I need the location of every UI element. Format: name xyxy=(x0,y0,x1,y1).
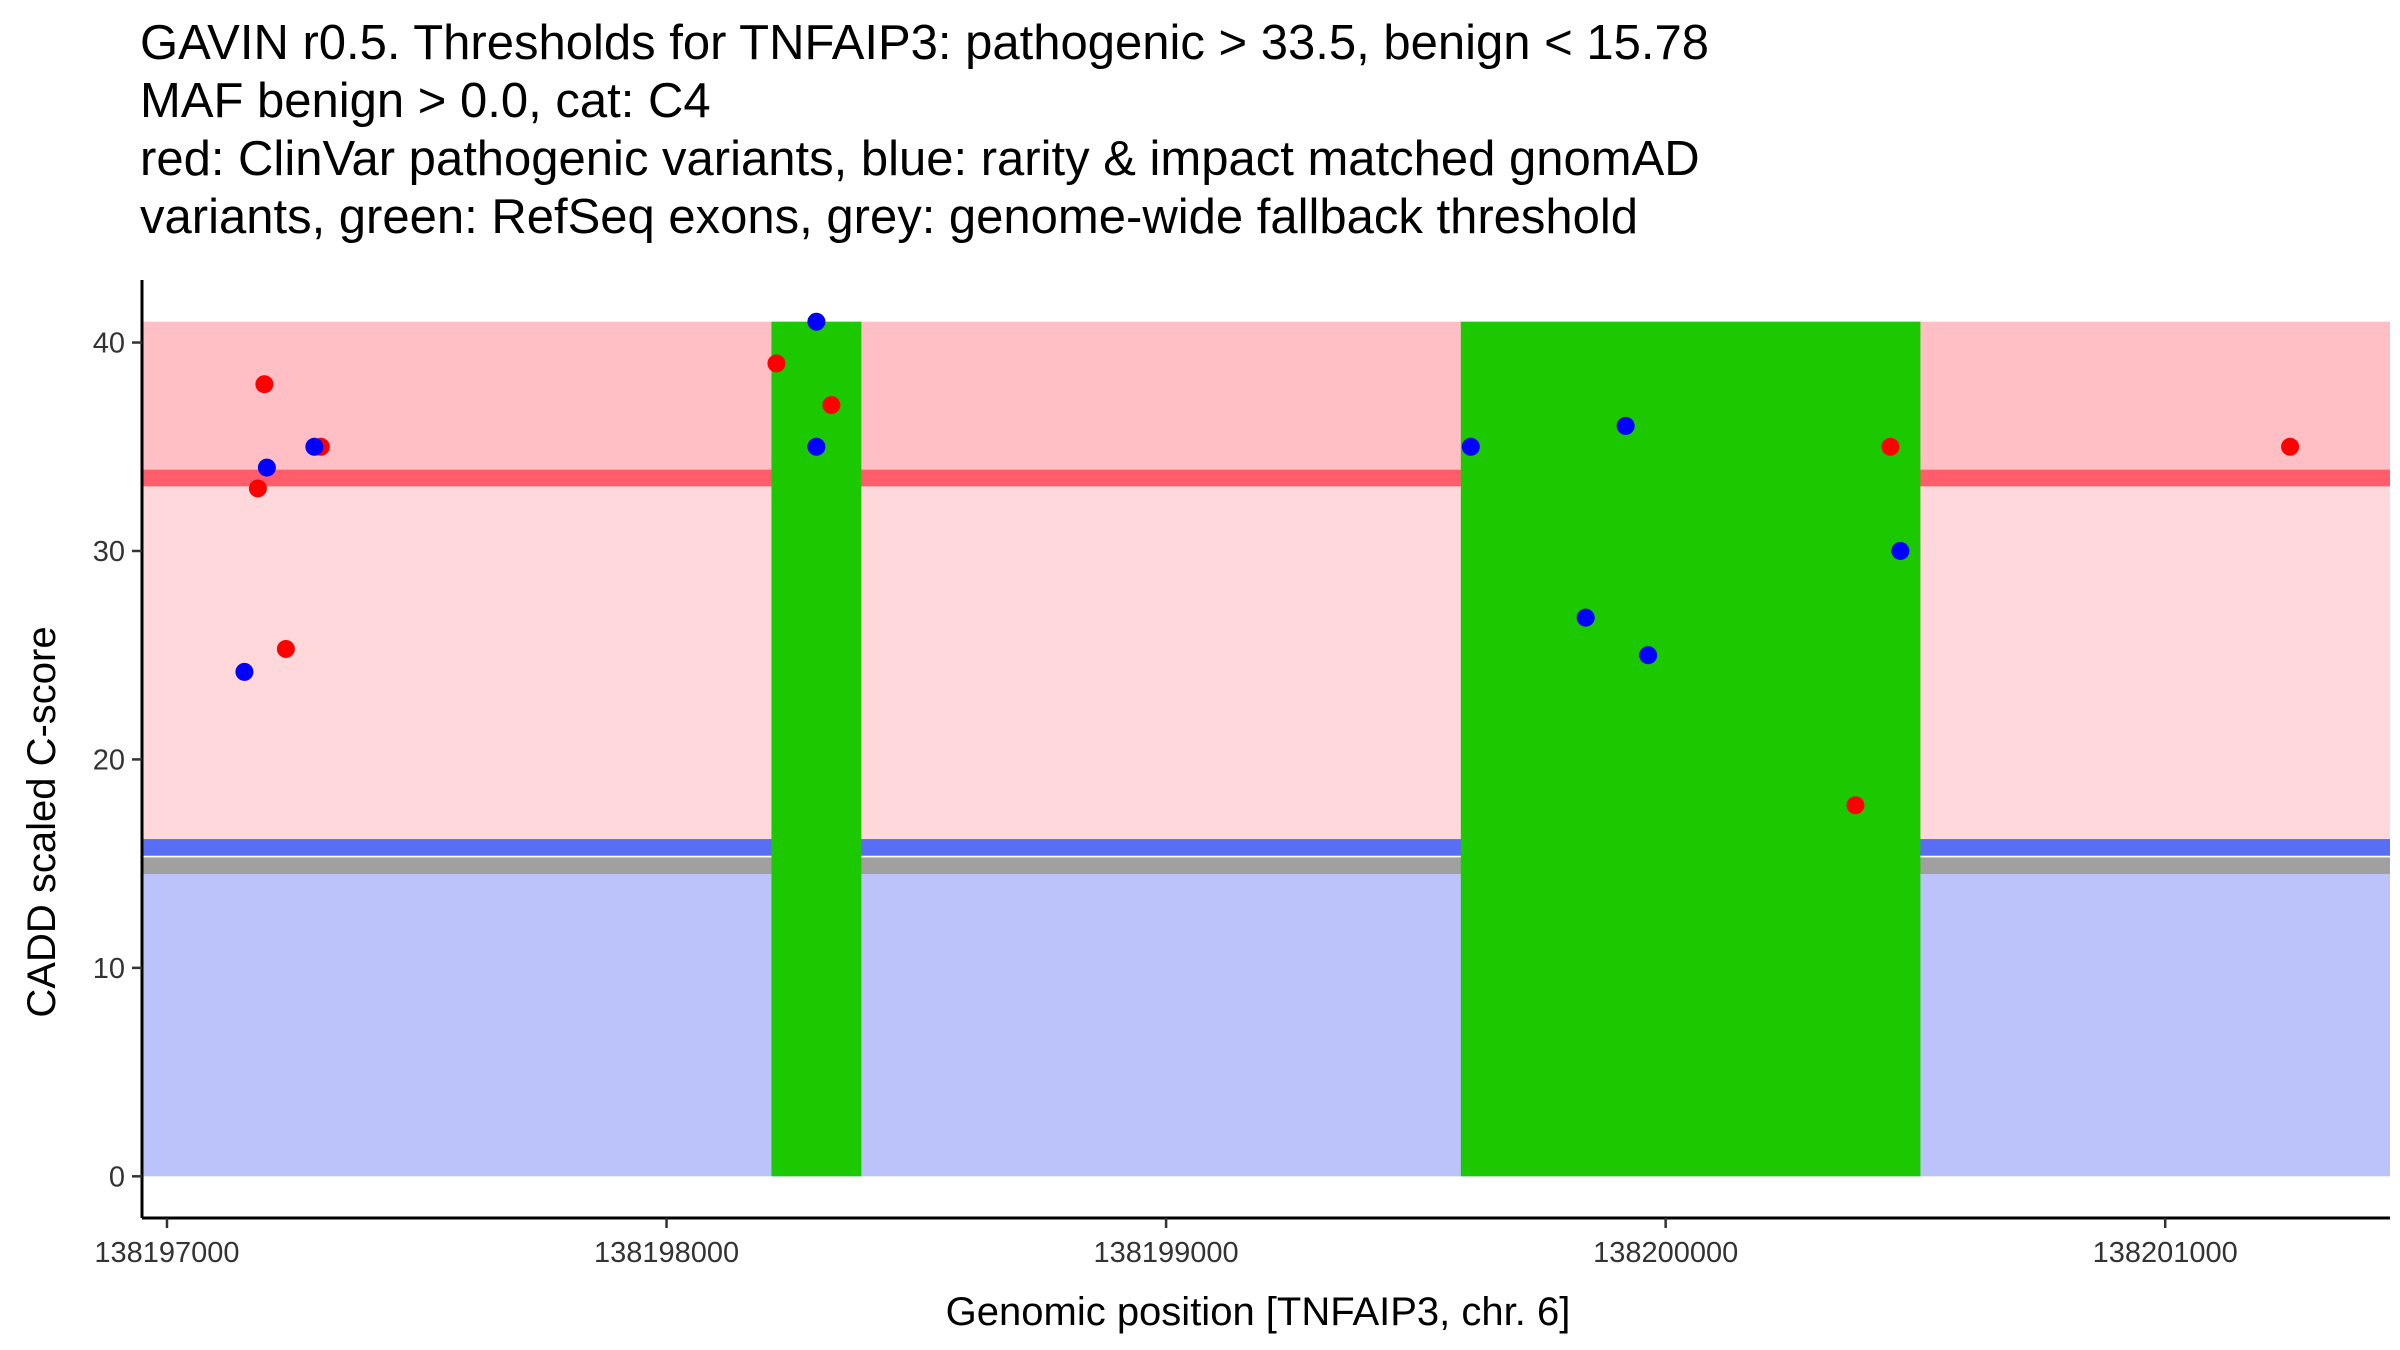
gnomad-variant-point xyxy=(807,312,826,331)
fallback-threshold-line xyxy=(142,857,2390,875)
variant-points xyxy=(235,312,2300,815)
y-axis-title: CADD scaled C-score xyxy=(20,626,64,1017)
x-tick-label: 138199000 xyxy=(1094,1237,1239,1269)
exon-region xyxy=(1460,321,1921,1177)
clinvar-variant-point xyxy=(248,479,267,498)
gnomad-variant-point xyxy=(305,437,324,456)
threshold-zones xyxy=(142,321,2390,1177)
gnomad-variant-point xyxy=(235,662,254,681)
gnomad-variant-point xyxy=(1639,646,1658,665)
chart-title: GAVIN r0.5. Thresholds for TNFAIP3: path… xyxy=(140,14,1709,246)
x-tick-label: 138197000 xyxy=(94,1237,239,1269)
gnomad-variant-point xyxy=(1461,437,1480,456)
x-axis-title: Genomic position [TNFAIP3, chr. 6] xyxy=(946,1290,1571,1334)
clinvar-variant-point xyxy=(2281,437,2300,456)
chart-title-line: GAVIN r0.5. Thresholds for TNFAIP3: path… xyxy=(140,16,1709,70)
gnomad-variant-point xyxy=(1891,541,1910,560)
gnomad-variant-point xyxy=(257,458,276,477)
exon-region xyxy=(771,321,862,1177)
clinvar-variant-point xyxy=(822,396,841,415)
y-tick-label: 30 xyxy=(93,536,125,568)
benign-threshold-line xyxy=(142,839,2390,856)
clinvar-variant-point xyxy=(1881,437,1900,456)
intermediate-zone xyxy=(142,478,2390,848)
chart-title-line: variants, green: RefSeq exons, grey: gen… xyxy=(140,190,1639,244)
gnomad-variant-point xyxy=(807,437,826,456)
chart-title-line: red: ClinVar pathogenic variants, blue: … xyxy=(140,132,1700,186)
gnomad-variant-point xyxy=(1616,416,1635,435)
x-tick-label: 138200000 xyxy=(1593,1237,1738,1269)
clinvar-variant-point xyxy=(255,375,274,394)
benign-zone xyxy=(142,874,2390,1177)
chart-title-line: MAF benign > 0.0, cat: C4 xyxy=(140,74,711,128)
pathogenic-zone xyxy=(142,321,2390,479)
axes: 0 10 20 30 40 138197000 138198000 138199000 1382… xyxy=(93,280,2390,1269)
exon-regions xyxy=(771,321,1921,1177)
y-tick-label: 40 xyxy=(93,328,125,360)
y-tick-label: 10 xyxy=(93,953,125,985)
x-tick-label: 138201000 xyxy=(2093,1237,2238,1269)
clinvar-variant-point xyxy=(276,639,295,658)
x-tick-label: 138198000 xyxy=(594,1237,739,1269)
pathogenic-threshold-line xyxy=(142,469,2390,487)
y-tick-label: 0 xyxy=(109,1161,125,1193)
clinvar-variant-point xyxy=(767,354,786,373)
y-tick-label: 20 xyxy=(93,744,125,776)
clinvar-variant-point xyxy=(1846,796,1865,815)
gnomad-variant-point xyxy=(1576,608,1595,627)
